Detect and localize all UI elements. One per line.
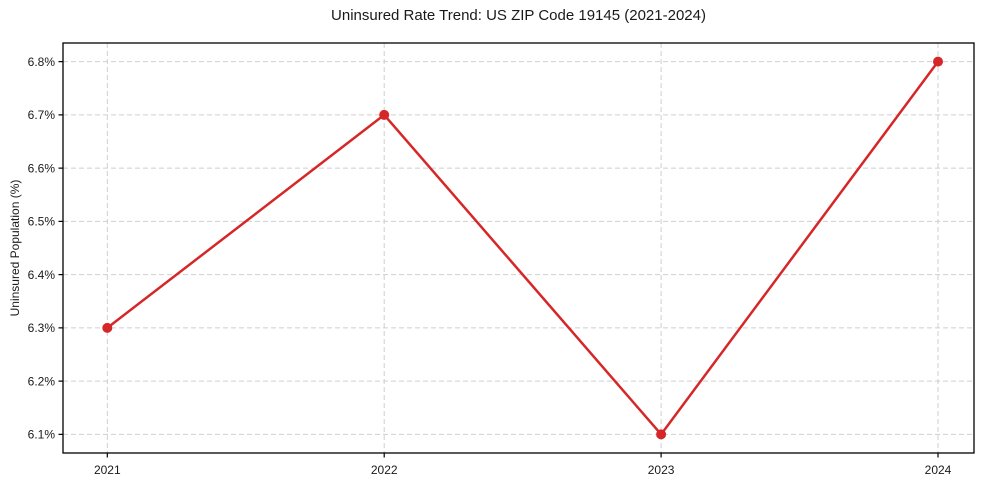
x-tick-label: 2024 [925,463,952,477]
data-point-marker [656,429,667,440]
y-tick-label: 6.3% [28,321,56,335]
data-point-marker [379,109,390,120]
y-tick-label: 6.4% [28,268,56,282]
y-tick-label: 6.6% [28,161,56,175]
trend-line [106,60,940,436]
plot-frame [62,42,975,454]
x-tick-label: 2021 [94,463,121,477]
y-tick-label: 6.8% [28,55,56,69]
y-tick-label: 6.2% [28,374,56,388]
data-point-marker [933,56,944,67]
y-tick-label: 6.5% [28,215,56,229]
data-point-marker [102,322,113,333]
y-tick-label: 6.7% [28,108,56,122]
x-tick-label: 2023 [648,463,675,477]
y-tick-label: 6.1% [28,428,56,442]
chart-title: Uninsured Rate Trend: US ZIP Code 19145 … [331,7,706,24]
x-tick-label: 2022 [371,463,398,477]
